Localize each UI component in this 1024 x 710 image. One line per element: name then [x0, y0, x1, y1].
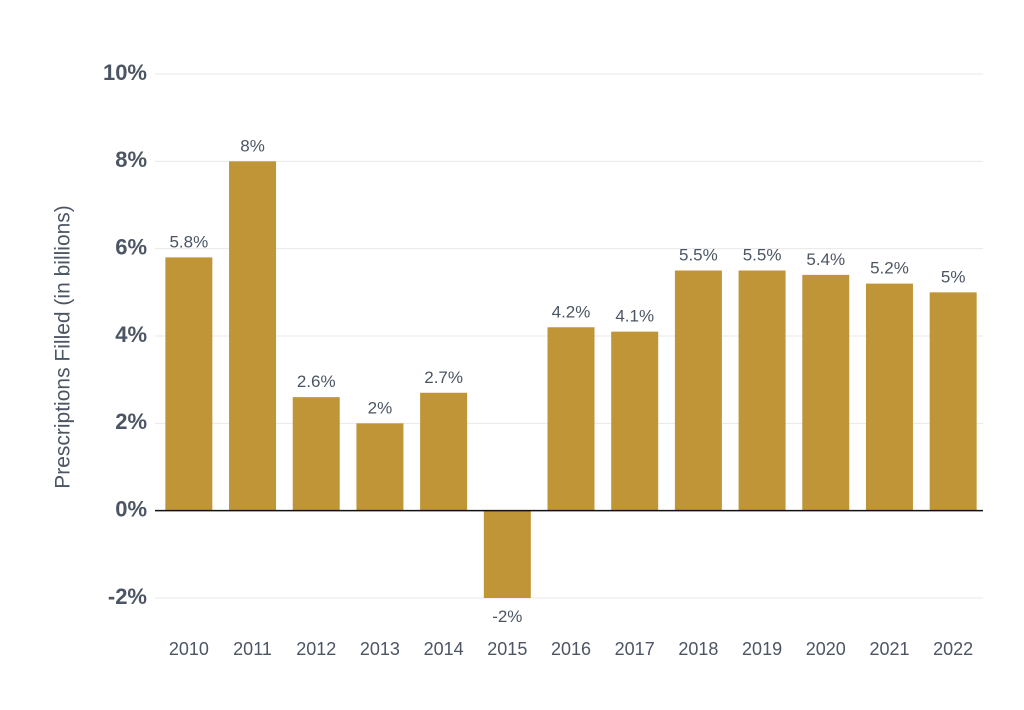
x-tick-label: 2017	[615, 639, 655, 659]
y-tick-label: 0%	[115, 496, 147, 521]
x-tick-label: 2012	[296, 639, 336, 659]
y-tick-label: 6%	[115, 234, 147, 259]
x-tick-label: 2011	[233, 639, 272, 659]
y-tick-label: 2%	[115, 409, 147, 434]
bar	[356, 423, 404, 511]
data-label: 5.5%	[679, 246, 718, 265]
bar	[165, 257, 213, 511]
x-tick-label: 2014	[424, 639, 464, 659]
bar	[229, 161, 277, 511]
x-tick-label: 2016	[551, 639, 591, 659]
bar	[738, 270, 786, 511]
data-label: 8%	[240, 136, 265, 155]
x-tick-label: 2018	[678, 639, 718, 659]
data-label: 4.2%	[552, 302, 591, 321]
y-axis-ticks: 10% 8% 6% 4% 2% 0% -2%	[103, 60, 147, 609]
y-tick-label: -2%	[108, 584, 147, 609]
x-tick-label: 2022	[933, 639, 973, 659]
data-label: 2.7%	[424, 368, 463, 387]
x-tick-label: 2015	[487, 639, 527, 659]
data-label: 5.2%	[870, 259, 909, 278]
x-axis-ticks: 2010 2011 2012 2013 2014 2015 2016 2017 2018 2019…	[169, 639, 973, 659]
data-label: 5.5%	[743, 246, 782, 265]
data-label: 5.8%	[169, 232, 208, 251]
data-label: 2.6%	[297, 372, 336, 391]
y-tick-label: 10%	[103, 60, 147, 85]
bar	[674, 270, 722, 511]
x-tick-label: 2010	[169, 639, 209, 659]
bar	[547, 327, 595, 511]
y-tick-label: 4%	[115, 322, 147, 347]
data-labels: 5.8% 8% 2.6% 2% 2.7% -2% 4.2% 4.1% 5.5% 5.5% 5.4% 5…	[169, 136, 965, 626]
x-tick-label: 2019	[742, 639, 782, 659]
y-tick-label: 8%	[115, 147, 147, 172]
y-axis-label: Prescriptions Filled (in billions)	[52, 205, 75, 489]
bar	[483, 510, 531, 598]
bar	[929, 292, 977, 511]
bar	[865, 283, 913, 511]
x-tick-label: 2021	[869, 639, 909, 659]
data-label: 2%	[368, 398, 393, 417]
x-tick-label: 2013	[360, 639, 400, 659]
bars	[165, 161, 977, 598]
bar	[420, 392, 468, 511]
data-label: 4.1%	[615, 307, 654, 326]
bar	[611, 331, 659, 511]
data-label: -2%	[492, 607, 522, 626]
x-tick-label: 2020	[806, 639, 846, 659]
bar	[802, 274, 850, 511]
bar	[292, 397, 340, 511]
data-label: 5%	[941, 267, 966, 286]
data-label: 5.4%	[806, 250, 845, 269]
